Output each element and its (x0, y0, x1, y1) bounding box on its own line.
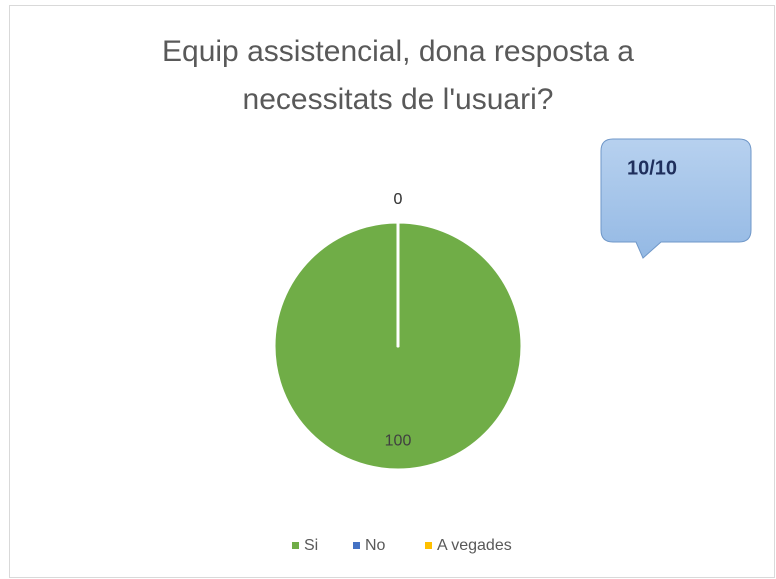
data-label: 0 (394, 191, 403, 208)
data-label: 0 (394, 191, 403, 208)
legend-swatch (425, 542, 432, 549)
legend-label: A vegades (437, 537, 512, 554)
legend-label: No (365, 537, 386, 554)
callout (600, 138, 752, 259)
legend-label: Si (304, 537, 318, 554)
chart-title: Equip assistencial, dona resposta a nece… (162, 35, 634, 116)
legend-swatch (292, 542, 299, 549)
annotation: 10/10 (627, 157, 677, 179)
legend-swatch (353, 542, 360, 549)
legend: Si No A vegades (292, 537, 512, 554)
data-label: 100 (385, 433, 412, 450)
